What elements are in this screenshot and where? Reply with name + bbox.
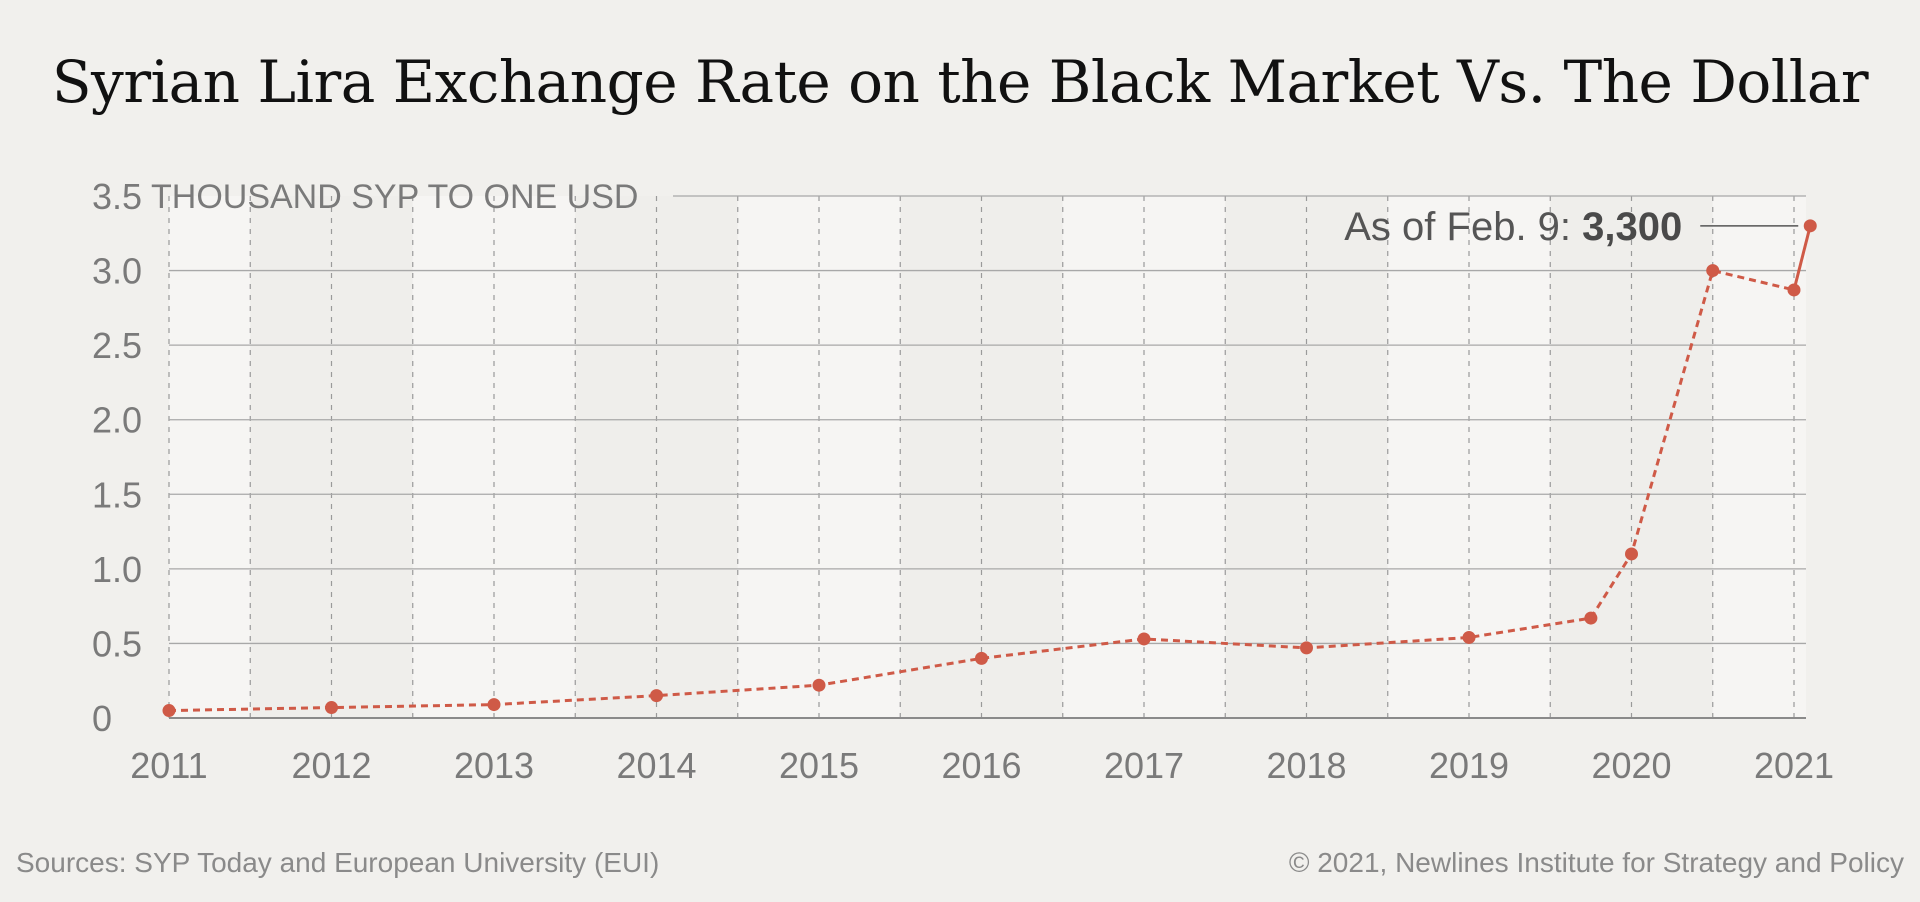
latest-value-annotation: As of Feb. 9: 3,300: [1344, 205, 1799, 249]
data-point-4: [812, 678, 826, 692]
x-axis-tick-labels: 2011 2012 2013 2014 2015 2016 2017 2018 2019 2020…: [130, 745, 1834, 786]
data-point-12: [1787, 283, 1801, 297]
y-axis-unit-label: THOUSAND SYP TO ONE USD: [151, 178, 638, 216]
y-tick-label-1: 1.0: [92, 549, 142, 590]
band-2015: [737, 196, 901, 718]
annotation-value: 3,300: [1582, 205, 1682, 249]
source-note: Sources: SYP Today and European Universi…: [16, 847, 660, 878]
annotation-label: As of Feb. 9: 3,300: [1344, 205, 1682, 249]
x-tick-label-2015: 2015: [779, 745, 859, 786]
data-point-5: [975, 651, 988, 665]
y-tick-label-3-5: 3.5: [92, 176, 142, 217]
copyright-note: © 2021, Newlines Institute for Strategy …: [1288, 847, 1904, 878]
data-point-3: [650, 689, 663, 703]
x-tick-label-2021: 2021: [1754, 745, 1834, 786]
y-tick-label-0-5: 0.5: [92, 623, 142, 664]
x-tick-label-2016: 2016: [941, 745, 1021, 786]
y-tick-label-0: 0: [92, 698, 112, 739]
data-point-8: [1462, 630, 1476, 644]
x-tick-label-2020: 2020: [1591, 745, 1671, 786]
data-point-13: [1803, 219, 1817, 233]
x-tick-label-2013: 2013: [454, 745, 534, 786]
band-2018: [1225, 196, 1388, 718]
y-axis-tick-labels: 0 0.5 1.0 1.5 2.0 2.5 3.0 3.5 THOUSAND SYP TO ON…: [92, 176, 638, 739]
x-tick-label-2017: 2017: [1104, 745, 1184, 786]
y-tick-label-3: 3.0: [92, 251, 142, 292]
band-2014: [575, 196, 738, 718]
y-tick-label-2-5: 2.5: [92, 325, 142, 366]
horizontal-gridlines: [169, 195, 1806, 719]
band-2011: [169, 196, 251, 718]
x-tick-label-2019: 2019: [1429, 745, 1509, 786]
band-2016: [900, 196, 1063, 718]
data-point-6: [1137, 632, 1151, 646]
data-point-2: [487, 698, 501, 712]
data-point-11: [1706, 264, 1720, 278]
data-point-0: [162, 704, 176, 718]
chart-title: Syrian Lira Exchange Rate on the Black M…: [51, 48, 1869, 116]
annotation-prefix: As of Feb. 9:: [1344, 205, 1582, 249]
x-tick-label-2018: 2018: [1266, 745, 1346, 786]
band-2020: [1550, 196, 1713, 718]
y-tick-label-2: 2.0: [92, 400, 142, 441]
band-2012: [250, 196, 413, 718]
band-2013: [412, 196, 576, 718]
series-line-latest: [1792, 225, 1812, 291]
x-tick-label-2014: 2014: [616, 745, 696, 786]
x-tick-label-2011: 2011: [130, 745, 207, 786]
band-2017: [1062, 196, 1226, 718]
series-points: [162, 219, 1817, 718]
background-bands: [169, 196, 1806, 718]
band-2021: [1712, 196, 1806, 718]
y-tick-label-1-5: 1.5: [92, 474, 142, 515]
x-tick-label-2012: 2012: [291, 745, 371, 786]
data-point-10: [1625, 547, 1638, 561]
data-point-1: [325, 701, 338, 715]
data-point-9: [1584, 611, 1598, 625]
data-point-7: [1300, 641, 1313, 655]
